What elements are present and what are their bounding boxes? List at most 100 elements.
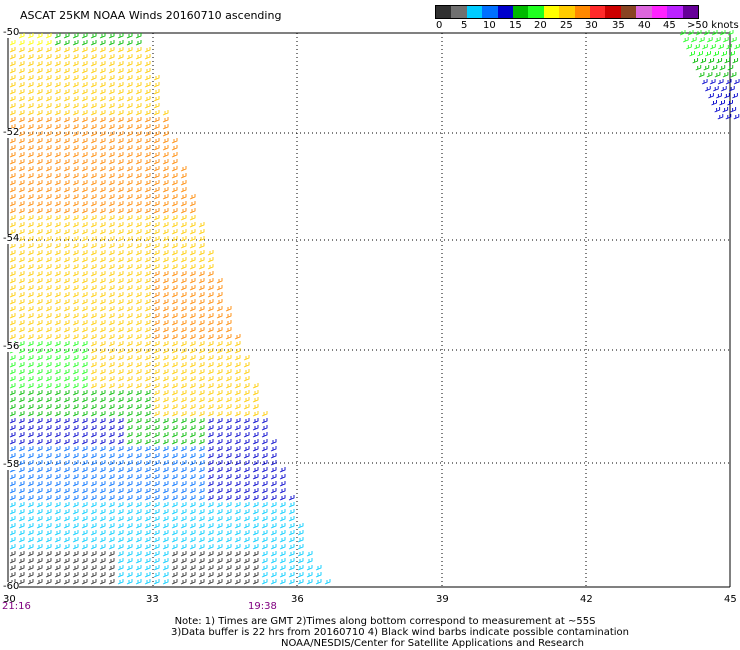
wind-barb <box>99 516 106 522</box>
wind-barb <box>108 320 115 326</box>
wind-barb <box>144 327 151 333</box>
wind-barb <box>144 117 151 123</box>
wind-barb <box>108 439 115 445</box>
wind-barb <box>171 348 178 354</box>
wind-barb <box>45 320 52 326</box>
wind-barb <box>54 117 61 123</box>
wind-barb <box>27 558 34 564</box>
wind-barb <box>144 369 151 375</box>
wind-barb <box>27 285 34 291</box>
wind-barb <box>90 481 97 487</box>
wind-barb <box>9 481 16 487</box>
wind-barb <box>144 530 151 536</box>
wind-barb <box>27 229 34 235</box>
wind-barb <box>225 579 232 585</box>
wind-barb <box>243 509 250 515</box>
wind-barb <box>45 334 52 340</box>
wind-barb <box>135 383 142 389</box>
wind-barb <box>99 145 106 151</box>
wind-barb <box>9 159 16 165</box>
wind-barb <box>81 47 88 53</box>
wind-barb <box>216 425 223 431</box>
wind-barb <box>279 488 286 494</box>
wind-barb <box>153 579 160 585</box>
wind-barb <box>243 425 250 431</box>
wind-barb <box>45 460 52 466</box>
wind-barb <box>99 173 106 179</box>
wind-barb <box>18 145 25 151</box>
wind-barb <box>243 516 250 522</box>
wind-barb <box>162 453 169 459</box>
wind-barb <box>90 523 97 529</box>
wind-barb <box>90 474 97 480</box>
wind-barb <box>81 89 88 95</box>
wind-barb <box>153 222 160 228</box>
wind-barb <box>144 82 151 88</box>
wind-barb <box>18 117 25 123</box>
wind-barb <box>270 572 277 578</box>
wind-barb <box>171 565 178 571</box>
wind-barb <box>27 131 34 137</box>
wind-barb <box>99 89 106 95</box>
wind-barb <box>99 544 106 550</box>
wind-barb <box>18 173 25 179</box>
wind-barb <box>162 572 169 578</box>
wind-barb <box>72 383 79 389</box>
wind-barb <box>99 222 106 228</box>
wind-barb <box>90 418 97 424</box>
wind-barb <box>36 481 43 487</box>
wind-barb <box>99 565 106 571</box>
wind-barb <box>180 481 187 487</box>
wind-barb <box>36 411 43 417</box>
wind-barb <box>81 397 88 403</box>
wind-barb <box>45 250 52 256</box>
wind-barb <box>36 313 43 319</box>
wind-barb <box>162 327 169 333</box>
wind-barb <box>225 432 232 438</box>
wind-barb <box>99 313 106 319</box>
wind-barb <box>9 285 16 291</box>
wind-barb <box>90 47 97 53</box>
wind-barb <box>144 124 151 130</box>
wind-barb <box>126 68 133 74</box>
wind-barb <box>216 474 223 480</box>
wind-barb <box>54 131 61 137</box>
wind-barb <box>108 502 115 508</box>
wind-barb <box>90 313 97 319</box>
wind-barb <box>216 453 223 459</box>
wind-barb <box>171 362 178 368</box>
wind-barb <box>189 488 196 494</box>
wind-barb <box>189 306 196 312</box>
wind-barb <box>90 439 97 445</box>
wind-barb <box>207 369 214 375</box>
wind-barb <box>135 369 142 375</box>
wind-barb <box>108 33 115 39</box>
wind-barb <box>216 488 223 494</box>
wind-barb <box>45 390 52 396</box>
wind-barb <box>162 334 169 340</box>
wind-barb <box>153 509 160 515</box>
wind-barb <box>90 145 97 151</box>
wind-barb <box>9 390 16 396</box>
wind-barb <box>63 376 70 382</box>
wind-barb <box>72 131 79 137</box>
wind-barb <box>18 348 25 354</box>
wind-barb <box>153 187 160 193</box>
wind-speed-colorbar <box>435 5 699 19</box>
wind-barb <box>81 215 88 221</box>
wind-barb <box>72 411 79 417</box>
wind-barb <box>27 523 34 529</box>
wind-barb <box>117 124 124 130</box>
wind-barb <box>54 495 61 501</box>
wind-barb <box>198 334 205 340</box>
wind-barb <box>108 446 115 452</box>
wind-barb <box>117 152 124 158</box>
wind-barb <box>252 446 259 452</box>
wind-barb <box>135 250 142 256</box>
wind-barb <box>708 93 714 99</box>
wind-barb <box>108 208 115 214</box>
wind-barb <box>117 236 124 242</box>
wind-barb <box>90 558 97 564</box>
wind-barb <box>733 79 740 85</box>
lon-label-30: 30 <box>3 594 16 605</box>
